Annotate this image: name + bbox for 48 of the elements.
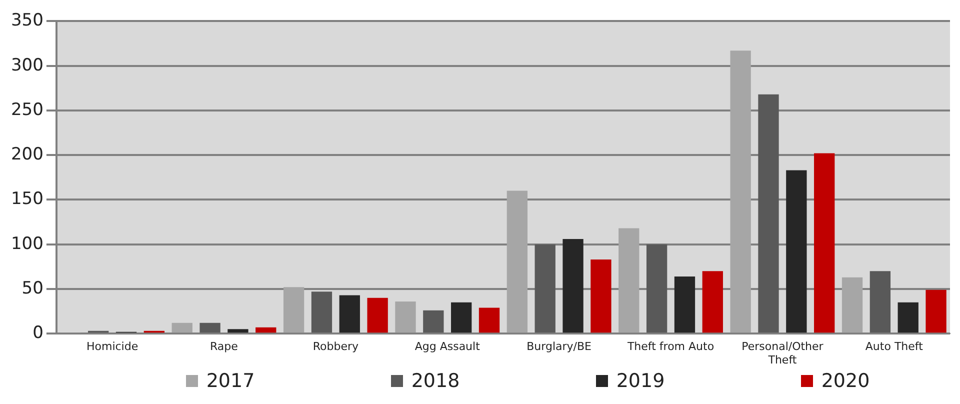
legend-label: 2018: [411, 370, 460, 392]
y-tick-label: 350: [10, 10, 44, 31]
x-tick-label: Homicide: [86, 340, 138, 354]
y-tick-label: 250: [10, 100, 44, 120]
bar: [730, 50, 751, 333]
bar: [395, 301, 416, 333]
x-tick-label: Robbery: [312, 340, 359, 354]
bar: [646, 244, 668, 333]
x-tick-label: Theft from Auto: [626, 340, 714, 354]
x-tick-label: Agg Assault: [414, 340, 481, 354]
bar: [926, 290, 946, 333]
bar: [423, 310, 444, 333]
bar: [172, 322, 192, 333]
bar: [618, 228, 640, 333]
bar: [786, 170, 807, 333]
bar: [506, 190, 528, 333]
bar: [478, 308, 500, 333]
x-tick-label: Auto Theft: [865, 340, 924, 354]
bar: [534, 244, 556, 333]
y-tick-label: 200: [10, 144, 44, 165]
y-tick-label: 300: [10, 55, 44, 76]
legend-label: 2017: [206, 370, 255, 392]
bar: [283, 287, 304, 333]
bar: [339, 295, 360, 333]
bar: [590, 260, 612, 333]
y-tick-label: 0: [32, 323, 44, 344]
bar: [228, 329, 248, 333]
bar: [674, 276, 696, 333]
bar: [367, 298, 388, 333]
legend-label: 2019: [616, 370, 665, 392]
bar: [562, 238, 584, 333]
bar: [814, 153, 835, 333]
y-tick-label: 150: [10, 189, 44, 210]
y-tick-label: 100: [10, 234, 44, 254]
y-tick-label: 50: [22, 278, 44, 298]
bar: [311, 292, 332, 333]
bar: [702, 271, 723, 333]
bar: [842, 277, 863, 333]
bar: [758, 94, 779, 333]
bar: [870, 271, 891, 333]
bar: [451, 302, 472, 333]
bar: [200, 322, 220, 333]
x-tick-label: Burglary/BE: [526, 340, 592, 354]
bar: [256, 327, 276, 333]
x-tick-label: Personal/Other Theft: [742, 340, 824, 366]
x-tick-label: Rape: [210, 340, 238, 354]
bar: [898, 302, 918, 333]
legend-label: 2020: [821, 370, 870, 392]
